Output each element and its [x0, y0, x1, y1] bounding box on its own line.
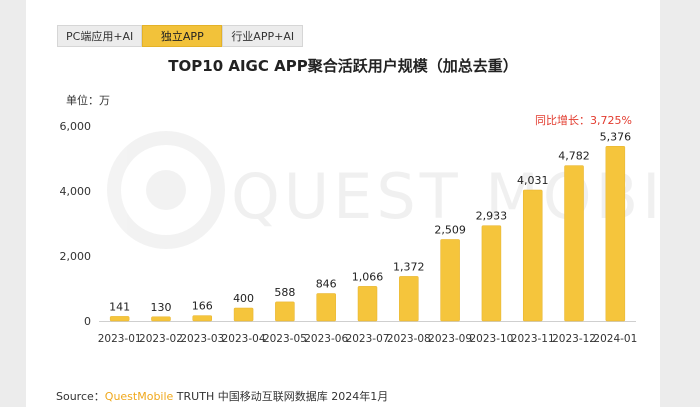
- bar: [357, 286, 378, 322]
- y-tick-label: 0: [84, 315, 91, 328]
- x-tick-label: 2023-11: [511, 333, 555, 345]
- bar: [481, 225, 502, 322]
- x-tick-label: 2023-01: [98, 333, 142, 345]
- data-label: 2,933: [476, 210, 508, 223]
- bar: [399, 276, 419, 322]
- source-rest: TRUTH 中国移动互联网数据库 2024年1月: [173, 390, 389, 403]
- bar: [192, 315, 213, 322]
- x-tick-label: 2023-03: [180, 333, 224, 345]
- tab-industry-app-ai[interactable]: 行业APP+AI: [222, 25, 304, 47]
- watermark-logo-ring: [107, 131, 225, 249]
- x-tick-label: 2024-01: [593, 333, 637, 345]
- bar: [564, 165, 584, 322]
- data-label: 2,509: [434, 223, 466, 236]
- watermark: QUEST MOBILE: [107, 131, 660, 249]
- growth-note: 同比增长：3,725%: [535, 114, 632, 127]
- watermark-text: QUEST MOBILE: [231, 160, 660, 233]
- data-label: 4,782: [558, 150, 590, 163]
- x-tick-label: 2023-02: [139, 333, 183, 345]
- bar-chart: QUEST MOBILE 0 2,000 4,000 6,000 141 2023-01…: [60, 120, 661, 345]
- x-tick-label: 2023-06: [304, 333, 348, 345]
- tab-bar: PC端应用+AI 独立APP 行业APP+AI: [57, 25, 304, 47]
- bar: [151, 316, 171, 322]
- data-label: 1,066: [352, 270, 384, 283]
- data-label: 1,372: [393, 260, 425, 273]
- source-note: Source：QuestMobile TRUTH 中国移动互联网数据库 2024…: [56, 388, 388, 404]
- bar: [522, 189, 543, 322]
- chart-card: PC端应用+AI 独立APP 行业APP+AI TOP10 AIGC APP聚合…: [26, 0, 660, 407]
- chart-title: TOP10 AIGC APP聚合活跃用户规模（加总去重）: [168, 57, 518, 75]
- x-tick-label: 2023-05: [263, 333, 307, 345]
- data-label: 5,376: [600, 130, 632, 143]
- unit-label: 单位：万: [66, 94, 110, 107]
- data-label: 166: [192, 300, 213, 313]
- x-tick-label: 2023-04: [222, 333, 266, 345]
- y-tick-label: 6,000: [60, 120, 92, 133]
- tab-pc-apps-ai[interactable]: PC端应用+AI: [57, 25, 143, 47]
- y-tick-label: 2,000: [60, 250, 92, 263]
- bar: [275, 301, 295, 322]
- x-tick-label: 2023-09: [428, 333, 472, 345]
- data-label: 588: [274, 286, 295, 299]
- tab-standalone-app[interactable]: 独立APP: [142, 25, 223, 47]
- data-label: 4,031: [517, 174, 549, 187]
- bar: [605, 146, 626, 322]
- data-label: 846: [316, 278, 337, 291]
- x-tick-label: 2023-12: [552, 333, 596, 345]
- source-prefix: Source：: [56, 390, 105, 403]
- bar: [440, 239, 460, 322]
- data-label: 400: [233, 292, 254, 305]
- bar: [316, 293, 336, 322]
- bars-group: 141 2023-01 130 2023-02 166 2023-03 400 2023-04…: [98, 130, 638, 345]
- x-tick-label: 2023-08: [387, 333, 431, 345]
- axes: 0 2,000 4,000 6,000: [60, 120, 636, 328]
- bar: [233, 307, 254, 322]
- bar: [109, 316, 130, 322]
- watermark-logo-dot: [146, 170, 186, 210]
- data-label: 141: [109, 300, 130, 313]
- x-tick-label: 2023-07: [346, 333, 390, 345]
- x-tick-label: 2023-10: [469, 333, 513, 345]
- source-brand: QuestMobile: [104, 390, 174, 403]
- y-tick-label: 4,000: [60, 185, 92, 198]
- data-label: 130: [150, 301, 171, 314]
